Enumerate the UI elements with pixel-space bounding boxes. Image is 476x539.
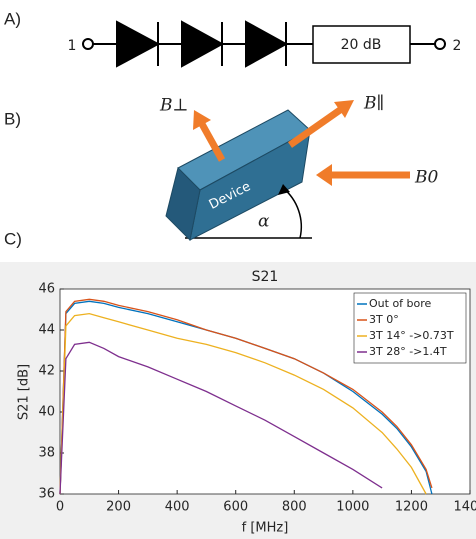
legend-label: 3T 14° ->0.73T bbox=[369, 329, 454, 342]
series-line bbox=[59, 341, 383, 495]
chart-title: S21 bbox=[252, 269, 279, 285]
device-diagram bbox=[165, 100, 410, 242]
legend-label: Out of bore bbox=[369, 297, 432, 310]
panel-label: A) bbox=[4, 9, 21, 28]
y-tick-label: 38 bbox=[38, 446, 55, 461]
y-tick-label: 40 bbox=[38, 405, 55, 420]
node-label: 2 bbox=[453, 38, 462, 54]
legend-label: 3T 28° ->1.4T bbox=[369, 345, 447, 358]
circuit bbox=[82, 20, 446, 68]
field-label: B∥ bbox=[363, 94, 384, 114]
field-label: B⊥ bbox=[159, 96, 188, 116]
x-tick-label: 1200 bbox=[395, 500, 428, 515]
y-tick-label: 46 bbox=[38, 282, 55, 297]
x-tick-label: 1000 bbox=[336, 500, 369, 515]
y-axis-title: S21 [dB] bbox=[17, 364, 32, 420]
node-label: 1 bbox=[68, 38, 77, 54]
panel-label: B) bbox=[4, 109, 21, 128]
angle-label: α bbox=[258, 212, 270, 232]
x-axis-title: f [MHz] bbox=[242, 521, 289, 536]
series-line bbox=[59, 298, 433, 495]
y-tick-label: 36 bbox=[38, 487, 55, 502]
y-tick-label: 44 bbox=[38, 323, 55, 338]
x-tick-label: 400 bbox=[165, 500, 190, 515]
panel-label: C) bbox=[4, 229, 22, 248]
x-tick-label: 800 bbox=[282, 500, 307, 515]
field-label: B0 bbox=[414, 168, 438, 188]
x-tick-label: 600 bbox=[223, 500, 248, 515]
x-tick-label: 200 bbox=[106, 500, 131, 515]
attenuator-label: 20 dB bbox=[341, 37, 382, 53]
legend-label: 3T 0° bbox=[369, 313, 399, 326]
series-line bbox=[59, 312, 427, 495]
legend-box bbox=[353, 292, 467, 364]
y-tick-label: 42 bbox=[38, 364, 55, 379]
x-tick-label: 1400 bbox=[453, 500, 476, 515]
x-tick-label: 0 bbox=[56, 500, 64, 515]
